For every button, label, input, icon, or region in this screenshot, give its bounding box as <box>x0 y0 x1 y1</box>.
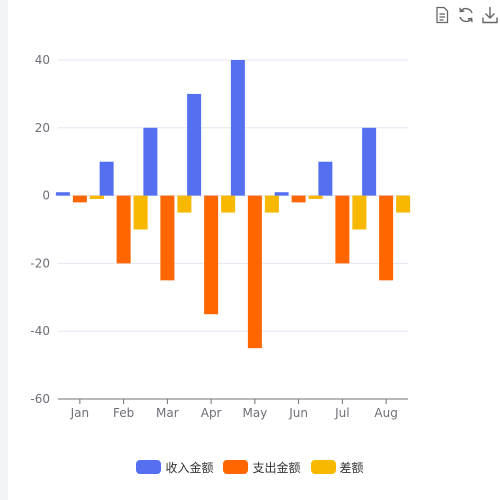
bar-may-series-3 <box>264 195 279 213</box>
restore-icon[interactable] <box>456 5 476 25</box>
legend-item-income[interactable]: 收入金额 <box>136 459 213 476</box>
bar-jun-series-3 <box>308 195 323 199</box>
bar-jun-series-2 <box>291 195 306 203</box>
legend-swatch-difference <box>310 460 336 474</box>
x-tick-label-jul: Jul <box>334 406 349 420</box>
x-tick-label-apr: Apr <box>201 406 222 420</box>
x-tick-label-may: May <box>242 406 267 420</box>
legend-swatch-income <box>136 460 162 474</box>
legend-label-difference: 差额 <box>339 460 364 475</box>
x-tick-label-mar: Mar <box>156 406 179 420</box>
data-view-icon[interactable] <box>432 5 452 25</box>
y-tick-label--40: -40 <box>30 324 50 338</box>
chart-legend: 收入金额 支出金额 差额 <box>0 457 500 477</box>
y-tick-label-20: 20 <box>35 121 50 135</box>
bar-jan-series-3 <box>89 195 104 199</box>
bar-apr-series-1 <box>187 93 202 196</box>
bar-aug-series-3 <box>396 195 411 213</box>
bar-jan-series-2 <box>72 195 87 203</box>
y-tick-label--20: -20 <box>30 256 50 270</box>
bar-mar-series-3 <box>177 195 192 213</box>
bar-jun-series-1 <box>274 192 289 196</box>
bar-aug-series-1 <box>362 127 377 196</box>
bar-feb-series-3 <box>133 195 148 230</box>
legend-label-expense: 支出金额 <box>252 460 301 475</box>
chart-toolbox <box>432 4 500 26</box>
bar-jul-series-2 <box>335 195 350 264</box>
x-tick-label-jan: Jan <box>70 406 90 420</box>
left-panel-edge <box>0 0 8 500</box>
bar-apr-series-2 <box>204 195 219 315</box>
bar-may-series-1 <box>230 60 245 196</box>
save-as-image-icon[interactable] <box>480 5 500 25</box>
bar-aug-series-2 <box>379 195 394 281</box>
legend-label-income: 收入金额 <box>165 460 214 475</box>
bar-mar-series-2 <box>160 195 175 281</box>
x-tick-label-jun: Jun <box>288 406 308 420</box>
bar-jan-series-1 <box>55 192 70 196</box>
legend-swatch-expense <box>223 460 249 474</box>
bar-mar-series-1 <box>143 127 158 196</box>
y-tick-label--60: -60 <box>30 392 50 406</box>
x-tick-label-feb: Feb <box>113 406 134 420</box>
bar-may-series-2 <box>247 195 262 349</box>
legend-item-expense[interactable]: 支出金额 <box>223 459 301 476</box>
bar-apr-series-3 <box>221 195 236 213</box>
y-tick-label-40: 40 <box>35 53 50 67</box>
legend-item-difference[interactable]: 差额 <box>310 459 364 476</box>
bar-jul-series-3 <box>352 195 367 230</box>
y-tick-label-0: 0 <box>42 189 50 203</box>
bar-jul-series-1 <box>318 161 333 196</box>
bar-feb-series-2 <box>116 195 131 264</box>
bar-feb-series-1 <box>99 161 114 196</box>
x-tick-label-aug: Aug <box>374 406 397 420</box>
